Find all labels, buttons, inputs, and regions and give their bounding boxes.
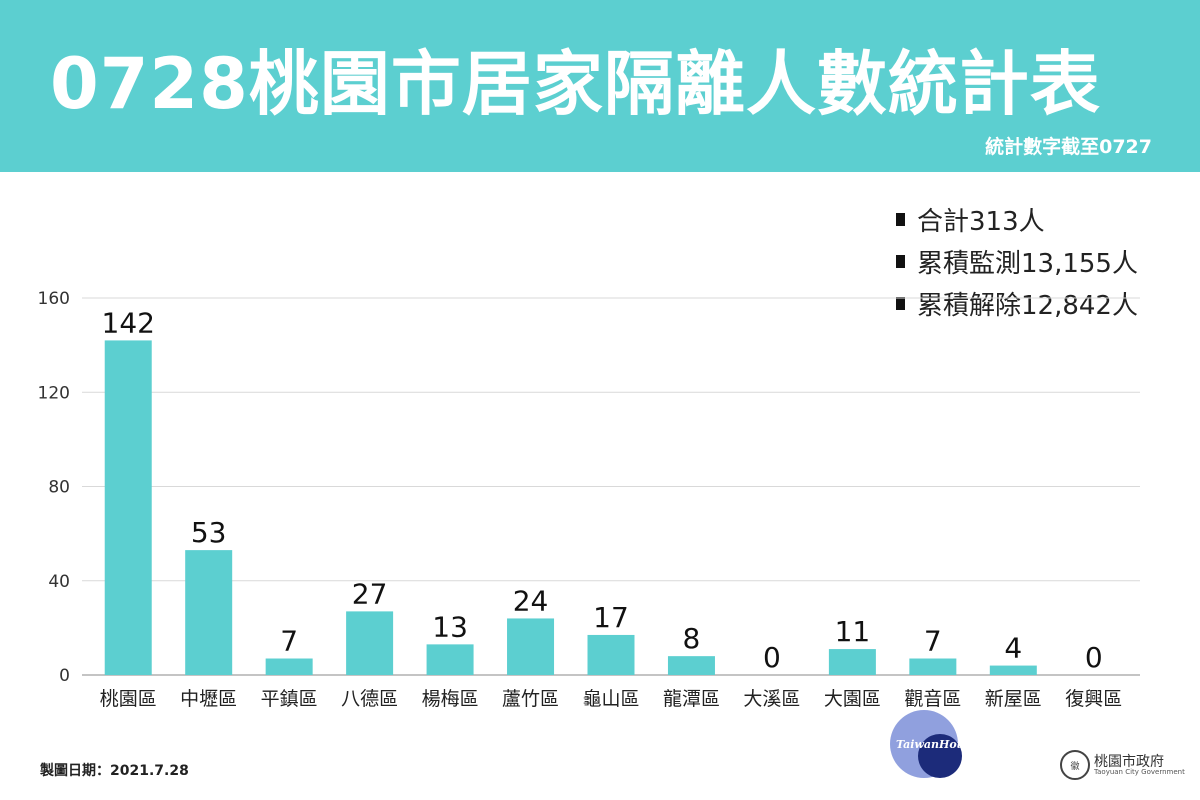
bar xyxy=(104,340,152,675)
y-tick-label: 40 xyxy=(48,572,70,592)
data-label: 0 xyxy=(763,641,781,674)
y-tick-label: 120 xyxy=(38,383,70,403)
government-logo: 徽 桃園市政府 Taoyuan City Government xyxy=(1060,750,1185,780)
x-tick-label: 八德區 xyxy=(341,688,398,710)
bar xyxy=(989,665,1037,675)
stat-monitored: 累積監測13,155人 xyxy=(896,240,1138,282)
watermark-text: TaiwanHot xyxy=(896,738,962,751)
x-tick-label: 中壢區 xyxy=(180,688,237,710)
chart-date: 製圖日期：2021.7.28 xyxy=(40,763,189,779)
city-seal-icon: 徽 xyxy=(1060,750,1090,780)
bullet-icon xyxy=(896,212,905,226)
bar xyxy=(265,658,313,675)
data-label: 13 xyxy=(432,610,468,643)
data-label: 142 xyxy=(102,306,155,339)
data-label: 7 xyxy=(280,625,298,658)
watermark-circle-dark xyxy=(918,734,962,778)
bar xyxy=(346,611,394,675)
stat-monitored-label: 累積監測13,155人 xyxy=(917,248,1138,279)
government-name-en: Taoyuan City Government xyxy=(1094,767,1185,776)
x-tick-label: 楊梅區 xyxy=(422,688,479,710)
bar xyxy=(507,618,555,675)
bar xyxy=(828,649,876,675)
page-title: 0728桃園市居家隔離人數統計表 xyxy=(50,43,1101,125)
taiwanhot-watermark: TaiwanHot xyxy=(890,710,970,780)
bullet-icon xyxy=(896,254,905,268)
page-subtitle: 統計數字截至0727 xyxy=(985,136,1152,158)
x-tick-label: 龍潭區 xyxy=(663,688,720,710)
x-tick-label: 桃園區 xyxy=(100,688,157,710)
stat-total: 合計313人 xyxy=(896,198,1138,240)
x-tick-label: 觀音區 xyxy=(904,688,961,710)
stat-released-label: 累積解除12,842人 xyxy=(917,290,1138,321)
title-banner: 0728桃園市居家隔離人數統計表 統計數字截至0727 xyxy=(0,0,1200,172)
bar xyxy=(587,634,635,675)
bar xyxy=(426,644,474,675)
data-label: 4 xyxy=(1004,632,1022,665)
data-label: 17 xyxy=(593,601,629,634)
bar xyxy=(909,658,957,675)
y-tick-label: 80 xyxy=(48,478,70,498)
x-tick-label: 平鎮區 xyxy=(261,688,318,710)
stat-total-label: 合計313人 xyxy=(917,206,1045,237)
data-label: 24 xyxy=(513,584,549,617)
y-tick-label: 0 xyxy=(59,666,70,686)
data-label: 7 xyxy=(924,625,942,658)
x-tick-label: 龜山區 xyxy=(582,688,639,710)
x-tick-label: 蘆竹區 xyxy=(502,688,559,710)
x-tick-label: 新屋區 xyxy=(985,688,1042,710)
government-name: 桃園市政府 xyxy=(1094,753,1164,770)
bullet-icon xyxy=(896,296,905,310)
data-label: 8 xyxy=(683,622,701,655)
y-tick-label: 160 xyxy=(38,289,70,309)
bar xyxy=(185,550,233,675)
data-label: 27 xyxy=(352,577,388,610)
x-tick-label: 大園區 xyxy=(824,688,881,710)
bar xyxy=(667,656,715,675)
bar-chart: 04080120160142桃園區53中壢區7平鎮區27八德區13楊梅區24蘆竹… xyxy=(38,289,1140,710)
stats-panel: 合計313人 累積監測13,155人 累積解除12,842人 xyxy=(896,198,1138,324)
stat-released: 累積解除12,842人 xyxy=(896,282,1138,324)
data-label: 53 xyxy=(191,516,227,549)
data-label: 0 xyxy=(1085,641,1103,674)
x-tick-label: 大溪區 xyxy=(743,688,800,710)
x-tick-label: 復興區 xyxy=(1065,688,1122,710)
data-label: 11 xyxy=(835,615,871,648)
